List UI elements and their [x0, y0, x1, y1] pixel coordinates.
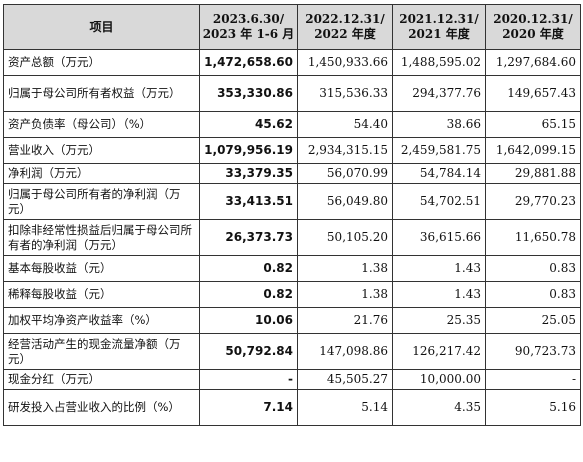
cell-2022: 56,070.99: [297, 163, 393, 184]
cell-2020: 11,650.78: [485, 219, 581, 256]
cell-2020: 29,881.88: [485, 163, 581, 184]
table-row: 营业收入（万元） 1,079,956.19 2,934,315.15 2,459…: [3, 137, 581, 164]
row-label: 资产总额（万元）: [3, 49, 200, 76]
cell-2022: 1.38: [297, 255, 393, 282]
financial-data-table: 项目 2023.6.30/ 2023 年 1-6 月 2022.12.31/ 2…: [3, 4, 581, 426]
row-label: 经营活动产生的现金流量净额（万元）: [3, 333, 200, 370]
cell-2021: 1,488,595.02: [392, 49, 486, 76]
header-2020-period: 2020 年度: [502, 27, 564, 41]
cell-2020: 65.15: [485, 111, 581, 138]
cell-2022: 1.38: [297, 281, 393, 308]
cell-2021: 54,702.51: [392, 183, 486, 220]
header-2023-date: 2023.6.30/: [212, 12, 285, 26]
header-2022-period: 2022 年度: [314, 27, 376, 41]
cell-2023: 45.62: [199, 111, 298, 138]
header-2021-date: 2021.12.31/: [399, 12, 479, 26]
row-label: 资产负债率（母公司）（%）: [3, 111, 200, 138]
header-2021-period: 2021 年度: [408, 27, 470, 41]
cell-2023: 33,379.35: [199, 163, 298, 184]
cell-2023: 0.82: [199, 255, 298, 282]
cell-2023: 26,373.73: [199, 219, 298, 256]
header-item: 项目: [3, 4, 200, 50]
table-row: 基本每股收益（元） 0.82 1.38 1.43 0.83: [3, 255, 581, 282]
row-label: 净利润（万元）: [3, 163, 200, 184]
cell-2021: 36,615.66: [392, 219, 486, 256]
table-row: 研发投入占营业收入的比例（%） 7.14 5.14 4.35 5.16: [3, 389, 581, 426]
cell-2023: 7.14: [199, 389, 298, 426]
table-row: 稀释每股收益（元） 0.82 1.38 1.43 0.83: [3, 281, 581, 308]
header-2020-date: 2020.12.31/: [493, 12, 573, 26]
table-row: 归属于母公司所有者的净利润（万元） 33,413.51 56,049.80 54…: [3, 183, 581, 220]
cell-2023: 353,330.86: [199, 75, 298, 112]
table-row: 扣除非经常性损益后归属于母公司所有者的净利润（万元） 26,373.73 50,…: [3, 219, 581, 256]
cell-2022: 147,098.86: [297, 333, 393, 370]
table-row: 经营活动产生的现金流量净额（万元） 50,792.84 147,098.86 1…: [3, 333, 581, 370]
table-row: 归属于母公司所有者权益（万元） 353,330.86 315,536.33 29…: [3, 75, 581, 112]
cell-2020: 25.05: [485, 307, 581, 334]
cell-2020: 90,723.73: [485, 333, 581, 370]
cell-2022: 21.76: [297, 307, 393, 334]
table-row: 资产总额（万元） 1,472,658.60 1,450,933.66 1,488…: [3, 49, 581, 76]
row-label: 归属于母公司所有者权益（万元）: [3, 75, 200, 112]
table-row: 资产负债率（母公司）（%） 45.62 54.40 38.66 65.15: [3, 111, 581, 138]
row-label: 扣除非经常性损益后归属于母公司所有者的净利润（万元）: [3, 219, 200, 256]
header-2023-period: 2023 年 1-6 月: [202, 27, 295, 41]
cell-2023: 1,079,956.19: [199, 137, 298, 164]
cell-2021: 2,459,581.75: [392, 137, 486, 164]
cell-2020: 29,770.23: [485, 183, 581, 220]
cell-2021: 294,377.76: [392, 75, 486, 112]
cell-2023: 1,472,658.60: [199, 49, 298, 76]
cell-2022: 5.14: [297, 389, 393, 426]
cell-2021: 25.35: [392, 307, 486, 334]
cell-2020: -: [485, 369, 581, 390]
cell-2020: 5.16: [485, 389, 581, 426]
header-2022: 2022.12.31/ 2022 年度: [297, 4, 393, 50]
cell-2023: -: [199, 369, 298, 390]
table-row: 净利润（万元） 33,379.35 56,070.99 54,784.14 29…: [3, 163, 581, 184]
table-row: 现金分红（万元） - 45,505.27 10,000.00 -: [3, 369, 581, 390]
cell-2022: 54.40: [297, 111, 393, 138]
table-body: 资产总额（万元） 1,472,658.60 1,450,933.66 1,488…: [3, 49, 581, 426]
cell-2023: 10.06: [199, 307, 298, 334]
cell-2020: 0.83: [485, 281, 581, 308]
cell-2020: 149,657.43: [485, 75, 581, 112]
cell-2021: 126,217.42: [392, 333, 486, 370]
cell-2021: 38.66: [392, 111, 486, 138]
cell-2022: 45,505.27: [297, 369, 393, 390]
row-label: 基本每股收益（元）: [3, 255, 200, 282]
row-label: 研发投入占营业收入的比例（%）: [3, 389, 200, 426]
cell-2023: 0.82: [199, 281, 298, 308]
header-2022-date: 2022.12.31/: [305, 12, 385, 26]
cell-2021: 10,000.00: [392, 369, 486, 390]
cell-2020: 0.83: [485, 255, 581, 282]
row-label: 现金分红（万元）: [3, 369, 200, 390]
header-2020: 2020.12.31/ 2020 年度: [485, 4, 581, 50]
cell-2020: 1,642,099.15: [485, 137, 581, 164]
cell-2021: 1.43: [392, 281, 486, 308]
cell-2020: 1,297,684.60: [485, 49, 581, 76]
header-2023: 2023.6.30/ 2023 年 1-6 月: [199, 4, 298, 50]
cell-2022: 2,934,315.15: [297, 137, 393, 164]
header-2021: 2021.12.31/ 2021 年度: [392, 4, 486, 50]
cell-2022: 315,536.33: [297, 75, 393, 112]
cell-2022: 50,105.20: [297, 219, 393, 256]
row-label: 营业收入（万元）: [3, 137, 200, 164]
table-header-row: 项目 2023.6.30/ 2023 年 1-6 月 2022.12.31/ 2…: [3, 4, 581, 50]
cell-2022: 1,450,933.66: [297, 49, 393, 76]
cell-2021: 54,784.14: [392, 163, 486, 184]
cell-2023: 33,413.51: [199, 183, 298, 220]
row-label: 稀释每股收益（元）: [3, 281, 200, 308]
row-label: 加权平均净资产收益率（%）: [3, 307, 200, 334]
cell-2023: 50,792.84: [199, 333, 298, 370]
cell-2021: 1.43: [392, 255, 486, 282]
table-row: 加权平均净资产收益率（%） 10.06 21.76 25.35 25.05: [3, 307, 581, 334]
cell-2021: 4.35: [392, 389, 486, 426]
cell-2022: 56,049.80: [297, 183, 393, 220]
row-label: 归属于母公司所有者的净利润（万元）: [3, 183, 200, 220]
